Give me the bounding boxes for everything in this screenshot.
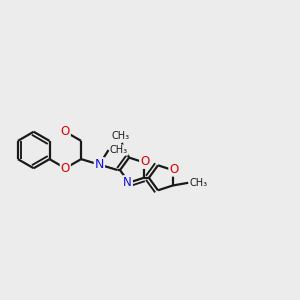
Text: CH₃: CH₃ <box>111 130 129 141</box>
Text: O: O <box>140 155 149 168</box>
Text: CH₃: CH₃ <box>110 145 128 155</box>
Text: O: O <box>61 162 70 175</box>
Text: N: N <box>95 158 104 171</box>
Text: CH₃: CH₃ <box>190 178 208 188</box>
Text: N: N <box>123 176 132 189</box>
Text: O: O <box>61 125 70 138</box>
Text: O: O <box>169 163 178 176</box>
